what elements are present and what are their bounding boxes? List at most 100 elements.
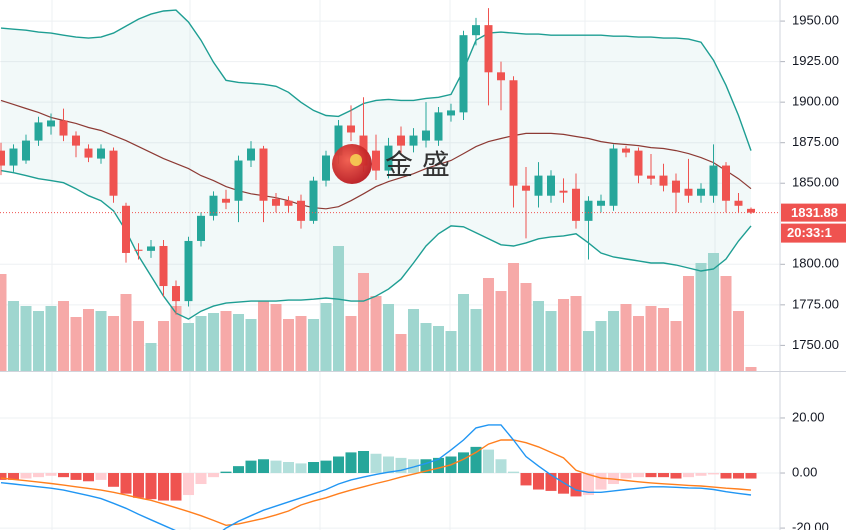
countdown-label: 20:33:1 xyxy=(787,225,832,240)
candle-body xyxy=(634,150,643,176)
macd-bar xyxy=(120,473,132,494)
volume-bar xyxy=(320,303,332,371)
candle-body xyxy=(534,175,543,196)
volume-bar xyxy=(583,331,594,371)
y-tick-label: 1850.00 xyxy=(792,175,839,190)
macd-bar xyxy=(708,473,719,475)
macd-bar xyxy=(745,473,757,479)
candle-body xyxy=(672,180,680,193)
candle-body xyxy=(434,112,443,141)
volume-bar xyxy=(395,334,407,371)
macd-bar xyxy=(258,459,269,474)
volume-bar xyxy=(183,323,194,371)
candle-body xyxy=(709,165,718,196)
volume-bar xyxy=(145,343,157,371)
y-tick-label: 20.00 xyxy=(792,409,825,424)
volume-bar xyxy=(45,306,57,371)
volume-bar xyxy=(595,321,607,371)
y-tick-label: 1800.00 xyxy=(792,256,839,271)
macd-bar xyxy=(545,473,557,491)
volume-bar xyxy=(220,311,232,371)
candle-body xyxy=(109,150,118,196)
candle-body xyxy=(459,35,468,113)
macd-bar xyxy=(283,462,294,474)
volume-bar xyxy=(283,319,294,371)
macd-bar xyxy=(733,473,744,479)
volume-bar xyxy=(8,301,19,371)
volume-bar xyxy=(508,263,519,371)
dif-line xyxy=(0,424,752,530)
volume-bar xyxy=(58,301,69,371)
candle-body xyxy=(34,122,43,141)
last-price-box xyxy=(781,203,846,222)
candle-body xyxy=(347,125,355,133)
macd-bar xyxy=(0,473,7,480)
y-tick-label: 1875.00 xyxy=(792,134,839,149)
y-tick-label: 1750.00 xyxy=(792,337,839,352)
macd-pane xyxy=(0,417,780,530)
macd-bar xyxy=(620,473,632,479)
volume-bar xyxy=(445,331,457,371)
macd-bar xyxy=(58,473,69,478)
macd-bar xyxy=(483,449,494,474)
candle-body xyxy=(372,150,380,171)
macd-bar xyxy=(583,473,594,496)
candle-body xyxy=(84,148,93,158)
volume-bar xyxy=(158,321,169,371)
y-tick-label: 1950.00 xyxy=(792,13,839,28)
y-tick-label: 1900.00 xyxy=(792,94,839,109)
candle-body xyxy=(522,185,530,191)
candle-body xyxy=(259,148,268,201)
macd-bar xyxy=(570,473,582,497)
candle-body xyxy=(384,145,393,171)
volume-bar xyxy=(233,314,244,371)
macd-bar xyxy=(670,473,682,479)
watermark-text: 金 盛 xyxy=(385,148,450,181)
candle-body xyxy=(209,195,218,216)
macd-bar xyxy=(220,471,232,474)
candle-body xyxy=(572,188,580,221)
volume-bar xyxy=(470,309,482,371)
macd-bar xyxy=(295,463,307,474)
candle-body xyxy=(547,175,555,196)
candle-body xyxy=(197,215,205,241)
volume-bar xyxy=(195,316,207,371)
candle-body xyxy=(247,148,255,161)
y-tick-label: 1775.00 xyxy=(792,296,839,311)
volume-bar xyxy=(533,301,544,371)
candle-body xyxy=(722,165,730,201)
volume-bar xyxy=(295,316,307,371)
price-pane xyxy=(0,8,780,371)
volume-bar xyxy=(120,294,132,371)
volume-bar xyxy=(558,299,569,371)
watermark: 金 盛 xyxy=(332,144,450,184)
candle-body xyxy=(697,188,705,196)
macd-bar xyxy=(233,466,244,474)
macd-bar xyxy=(70,473,82,480)
volume-bar xyxy=(133,321,144,371)
candle-body xyxy=(747,208,755,213)
macd-bar xyxy=(183,473,194,496)
macd-bar xyxy=(695,473,707,476)
macd-bar xyxy=(520,473,532,486)
macd-bar xyxy=(645,473,657,478)
macd-bar xyxy=(308,462,319,474)
candle-body xyxy=(297,200,305,221)
candle-body xyxy=(609,148,618,206)
volume-bar xyxy=(0,274,7,371)
macd-bar xyxy=(45,473,57,476)
macd-bar xyxy=(33,473,44,478)
volume-bar xyxy=(208,313,219,371)
candle-body xyxy=(222,198,230,203)
macd-bar xyxy=(108,473,119,487)
candle-body xyxy=(134,249,143,251)
macd-bar xyxy=(95,473,107,480)
candle-body xyxy=(684,188,693,196)
macd-bar xyxy=(170,473,182,501)
macd-bar xyxy=(420,459,432,474)
volume-bar xyxy=(20,306,32,371)
macd-bar xyxy=(433,457,444,474)
volume-bar xyxy=(270,304,282,371)
band-upper xyxy=(0,9,752,151)
candle-body xyxy=(0,150,5,166)
